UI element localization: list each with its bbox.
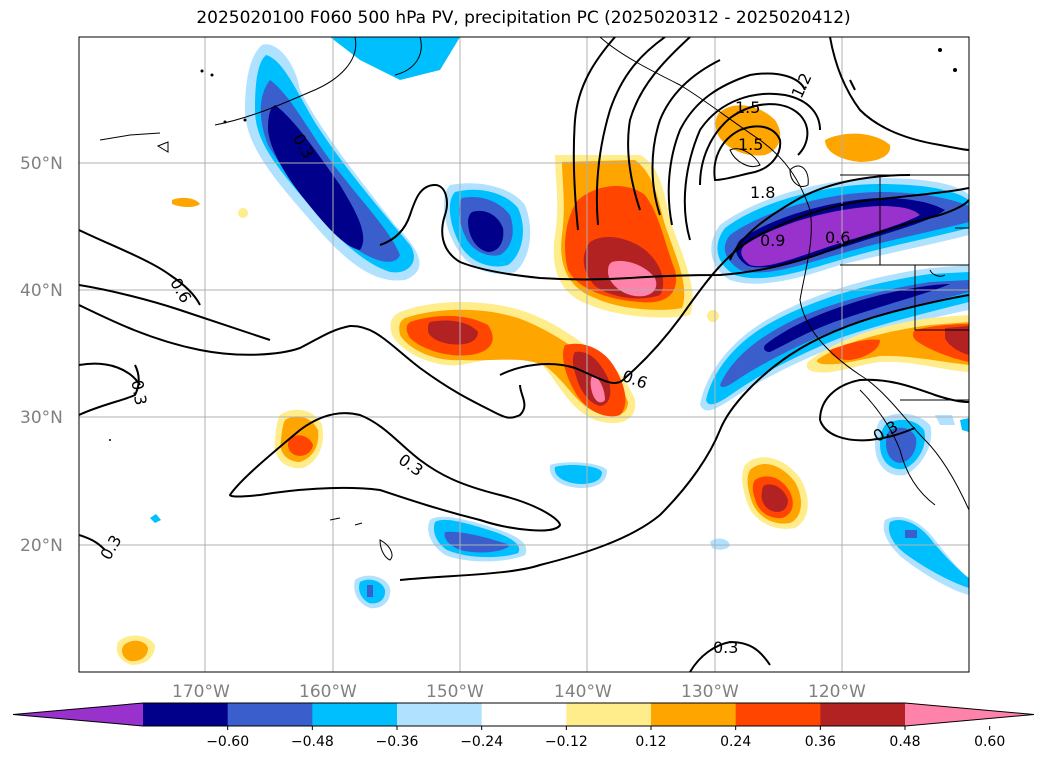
pv-contours bbox=[79, 37, 969, 672]
colorbar-segment bbox=[481, 703, 567, 726]
colorbar-segment bbox=[820, 703, 906, 726]
colorbar-tick-label: 0.36 bbox=[805, 734, 836, 750]
lat-label: 20°N bbox=[20, 536, 63, 556]
colorbar-segment bbox=[566, 703, 652, 726]
contour-label: 0.9 bbox=[760, 231, 785, 250]
lon-label: 150°W bbox=[426, 682, 484, 702]
contour-label: 0.3 bbox=[713, 638, 738, 657]
colorbar-segment bbox=[227, 703, 313, 726]
map-frame bbox=[78, 36, 970, 673]
coastlines bbox=[99, 37, 969, 561]
contour-label: 1.5 bbox=[735, 98, 760, 117]
colorbar-extend-max bbox=[905, 703, 1034, 726]
contour-label: 1.5 bbox=[738, 135, 763, 154]
colorbar-segment bbox=[143, 703, 229, 726]
colorbar-outline bbox=[12, 702, 1035, 727]
colorbar-segment bbox=[312, 703, 398, 726]
colorbar: −0.60 −0.48 −0.36 −0.24 −0.12 0.12 0.24 0.36 0.4… bbox=[12, 702, 1035, 750]
lat-label: 40°N bbox=[20, 281, 63, 301]
contour-label: 1.8 bbox=[750, 183, 775, 202]
colorbar-tick-label: −0.48 bbox=[291, 734, 334, 750]
colorbar-segment bbox=[735, 703, 821, 726]
colorbar-segment bbox=[651, 703, 737, 726]
colorbar-tick-label: −0.60 bbox=[206, 734, 249, 750]
colorbar-tick-label: 0.60 bbox=[974, 734, 1005, 750]
negative-anomaly-alaska bbox=[330, 37, 460, 80]
contour-label: 0.6 bbox=[825, 228, 850, 247]
colorbar-tick-label: −0.36 bbox=[376, 734, 419, 750]
lat-label: 30°N bbox=[20, 408, 63, 428]
colorbar-extend-min bbox=[13, 703, 143, 726]
contour-label: 0.3 bbox=[127, 378, 150, 406]
island-markers bbox=[109, 48, 957, 441]
colorbar-tick-label: 0.48 bbox=[889, 734, 920, 750]
colorbar-tick-label: −0.12 bbox=[545, 734, 588, 750]
colorbar-segment bbox=[397, 703, 483, 726]
lon-label: 130°W bbox=[681, 682, 739, 702]
lon-label: 160°W bbox=[299, 682, 357, 702]
colorbar-tick-label: 0.24 bbox=[720, 734, 751, 750]
lat-label: 50°N bbox=[20, 154, 63, 174]
lon-label: 140°W bbox=[554, 682, 612, 702]
lon-label: 120°W bbox=[808, 682, 866, 702]
map-title: 2025020100 F060 500 hPa PV, precipitatio… bbox=[196, 8, 851, 28]
colorbar-tick-label: 0.12 bbox=[635, 734, 666, 750]
colorbar-tick-label: −0.24 bbox=[460, 734, 503, 750]
lon-label: 170°W bbox=[172, 682, 230, 702]
shaded-precip-fields bbox=[116, 37, 969, 665]
